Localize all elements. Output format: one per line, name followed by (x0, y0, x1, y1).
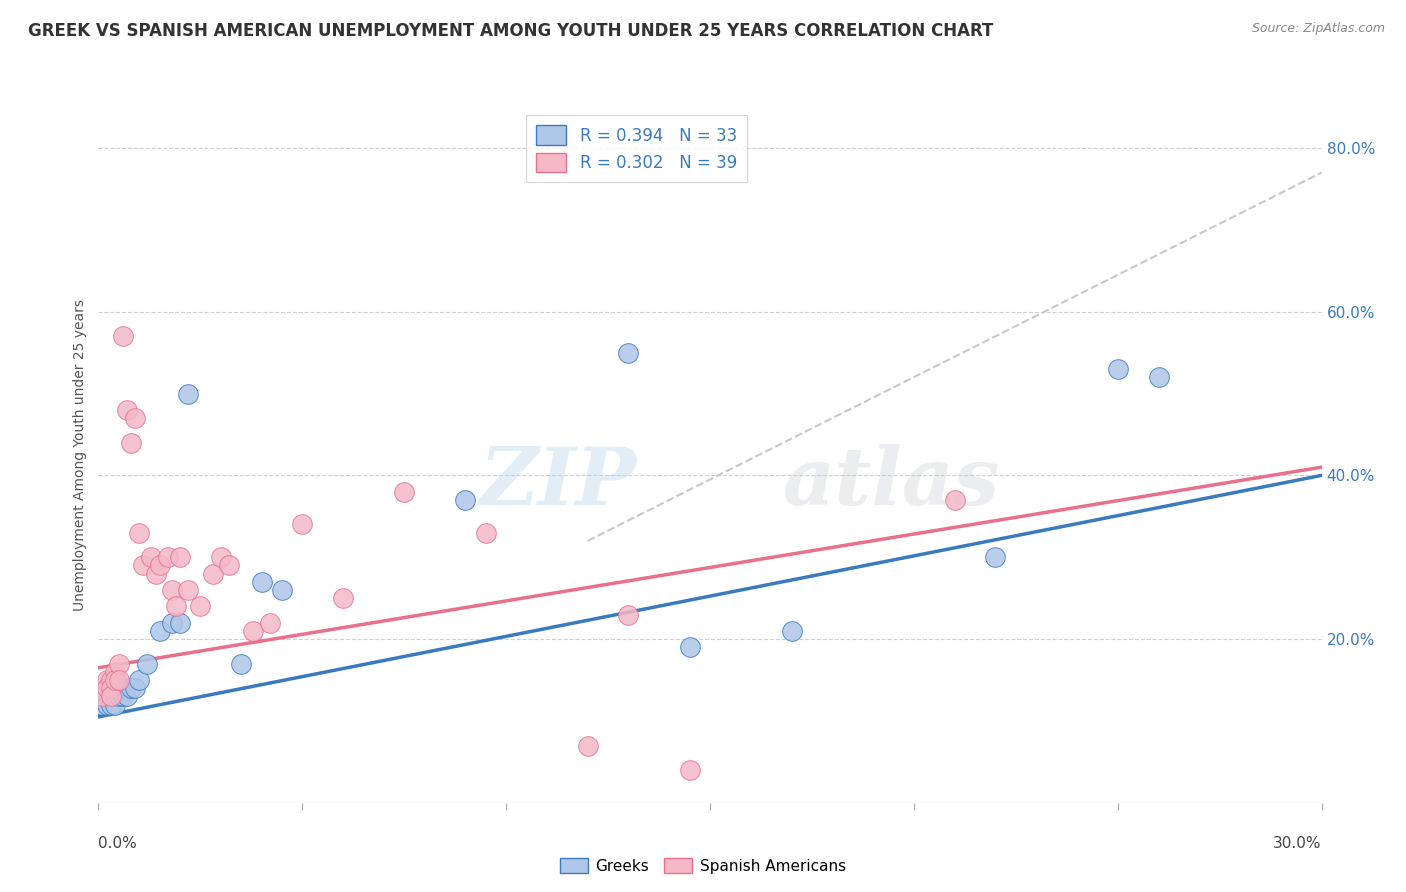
Point (1107, 362, 1129, 376)
Text: 0.0%: 0.0% (98, 836, 138, 851)
Point (943, 492, 966, 507)
Point (120, 681, 142, 696)
Point (259, 615, 281, 630)
Point (128, 673, 150, 687)
Point (169, 550, 191, 565)
Text: GREEK VS SPANISH AMERICAN UNEMPLOYMENT AMONG YOUTH UNDER 25 YEARS CORRELATION CH: GREEK VS SPANISH AMERICAN UNEMPLOYMENT A… (28, 22, 994, 40)
Point (115, 403, 138, 417)
Point (169, 615, 191, 630)
Point (177, 386, 200, 401)
Point (132, 558, 155, 573)
Legend: Greeks, Spanish Americans: Greeks, Spanish Americans (554, 852, 852, 880)
Point (679, 763, 702, 777)
Point (100, 681, 122, 696)
Point (165, 599, 187, 614)
Point (984, 550, 1007, 565)
Point (201, 566, 224, 581)
Point (149, 624, 172, 638)
Point (270, 582, 294, 597)
Point (100, 690, 122, 704)
Point (617, 607, 640, 622)
Point (91, 681, 114, 696)
Point (188, 599, 212, 614)
Text: atlas: atlas (783, 444, 1001, 522)
Text: ZIP: ZIP (479, 444, 637, 522)
Point (104, 665, 127, 679)
Point (104, 690, 127, 704)
Point (96, 690, 118, 704)
Point (145, 566, 167, 581)
Point (136, 657, 159, 671)
Point (149, 558, 172, 573)
Point (104, 673, 127, 687)
Y-axis label: Unemployment Among Youth under 25 years: Unemployment Among Youth under 25 years (73, 299, 87, 611)
Point (617, 345, 640, 359)
Point (124, 681, 146, 696)
Point (1147, 370, 1170, 384)
Point (141, 550, 163, 565)
Point (160, 615, 183, 630)
Point (100, 681, 122, 696)
Point (454, 492, 477, 507)
Point (108, 690, 131, 704)
Point (120, 435, 142, 450)
Point (96, 681, 118, 696)
Point (115, 681, 138, 696)
Point (160, 582, 183, 597)
Text: 30.0%: 30.0% (1274, 836, 1322, 851)
Point (128, 525, 150, 540)
Point (392, 484, 416, 499)
Point (111, 690, 134, 704)
Point (108, 673, 131, 687)
Point (108, 681, 131, 696)
Point (91, 690, 114, 704)
Point (156, 550, 179, 565)
Legend: R = 0.394   N = 33, R = 0.302   N = 39: R = 0.394 N = 33, R = 0.302 N = 39 (526, 115, 747, 182)
Point (218, 558, 240, 573)
Point (104, 698, 127, 712)
Point (91, 698, 114, 712)
Point (111, 681, 134, 696)
Point (96, 673, 118, 687)
Point (108, 657, 131, 671)
Point (100, 673, 122, 687)
Point (111, 329, 134, 343)
Point (96, 698, 118, 712)
Point (242, 624, 264, 638)
Point (115, 690, 138, 704)
Point (576, 739, 599, 753)
Point (231, 657, 253, 671)
Point (100, 698, 122, 712)
Text: Source: ZipAtlas.com: Source: ZipAtlas.com (1251, 22, 1385, 36)
Point (780, 624, 803, 638)
Point (91, 690, 114, 704)
Point (177, 582, 200, 597)
Point (474, 525, 498, 540)
Point (100, 690, 122, 704)
Point (332, 591, 354, 606)
Point (209, 550, 232, 565)
Point (250, 574, 273, 589)
Point (291, 517, 314, 532)
Point (679, 640, 702, 655)
Point (124, 411, 146, 425)
